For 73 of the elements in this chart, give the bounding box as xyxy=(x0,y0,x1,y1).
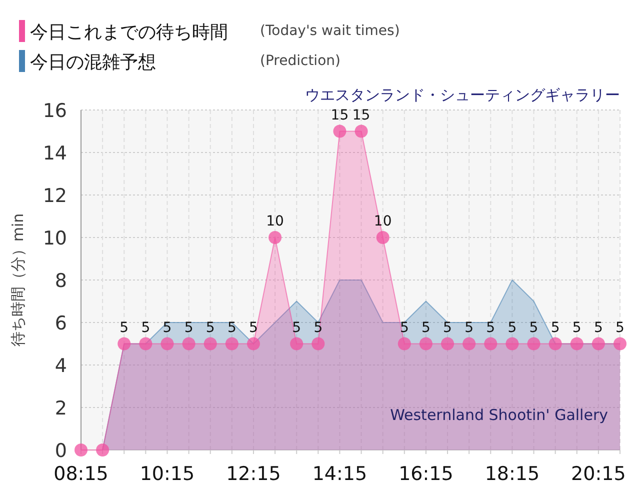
x-tick-label: 18:15 xyxy=(484,463,540,485)
data-label: 10 xyxy=(374,214,392,230)
data-label: 5 xyxy=(486,320,496,336)
point xyxy=(139,337,152,350)
data-label: 5 xyxy=(400,320,409,336)
point xyxy=(506,337,519,350)
legend-label: 今日これまでの待ち時間 xyxy=(30,22,228,43)
point xyxy=(182,337,196,350)
point xyxy=(290,337,304,350)
legend-label: 今日の混雑予想 xyxy=(30,52,156,73)
data-label: 10 xyxy=(266,214,284,230)
point xyxy=(225,337,238,350)
point xyxy=(96,444,110,456)
point xyxy=(419,337,432,350)
data-label: 5 xyxy=(162,320,172,336)
x-tick-label: 08:15 xyxy=(54,463,108,485)
data-label: 15 xyxy=(330,107,349,124)
data-label: 5 xyxy=(206,320,215,336)
point xyxy=(312,337,325,350)
point xyxy=(548,337,562,350)
data-label: 5 xyxy=(464,320,474,336)
data-label: 5 xyxy=(141,320,150,336)
y-tick-label: 10 xyxy=(42,228,67,250)
point xyxy=(570,337,584,350)
y-tick-label: 16 xyxy=(42,100,67,122)
data-label: 5 xyxy=(422,320,430,336)
data-label: 5 xyxy=(616,320,624,336)
point xyxy=(441,337,454,350)
point xyxy=(614,337,626,350)
annotation: Westernland Shootin' Gallery xyxy=(390,406,608,424)
point xyxy=(74,444,88,456)
point xyxy=(592,337,605,350)
point xyxy=(484,337,498,350)
y-tick-label: 14 xyxy=(42,142,67,164)
point xyxy=(268,231,282,244)
point xyxy=(354,124,368,138)
y-tick-label: 6 xyxy=(54,312,67,334)
data-label: 5 xyxy=(120,320,129,336)
point xyxy=(118,337,131,350)
y-axis-title: 待ち時間（分）min xyxy=(9,213,27,347)
point xyxy=(246,337,260,350)
data-label: 5 xyxy=(529,320,538,336)
point xyxy=(204,337,217,350)
chart-title: ウエスタンランド・シューティングギャラリー xyxy=(305,86,620,104)
point xyxy=(333,124,346,138)
x-tick-label: 20:15 xyxy=(571,463,626,485)
y-tick-label: 2 xyxy=(54,398,67,420)
data-label: 5 xyxy=(594,320,603,336)
y-tick-label: 0 xyxy=(54,440,67,462)
x-tick-label: 12:15 xyxy=(226,463,281,485)
data-label: 5 xyxy=(184,320,194,336)
y-tick-label: 4 xyxy=(54,355,67,377)
y-tick-label: 8 xyxy=(54,270,67,292)
data-label: 5 xyxy=(508,320,517,336)
data-label: 15 xyxy=(352,107,370,124)
x-tick-label: 10:15 xyxy=(140,463,195,485)
point xyxy=(376,231,390,244)
data-label: 5 xyxy=(572,320,582,336)
data-label: 5 xyxy=(550,320,560,336)
data-label: 5 xyxy=(227,320,236,336)
text: (Prediction) xyxy=(260,53,340,69)
data-label: 5 xyxy=(314,320,323,336)
x-tick-label: 16:15 xyxy=(398,463,454,485)
point xyxy=(398,337,411,350)
point xyxy=(527,337,540,350)
data-label: 5 xyxy=(249,320,258,336)
point xyxy=(462,337,476,350)
data-label: 5 xyxy=(292,320,302,336)
y-tick-label: 12 xyxy=(42,185,67,207)
data-label: 5 xyxy=(443,320,452,336)
point xyxy=(160,337,174,350)
x-tick-label: 14:15 xyxy=(312,463,368,485)
text: (Today's wait times) xyxy=(260,23,400,39)
